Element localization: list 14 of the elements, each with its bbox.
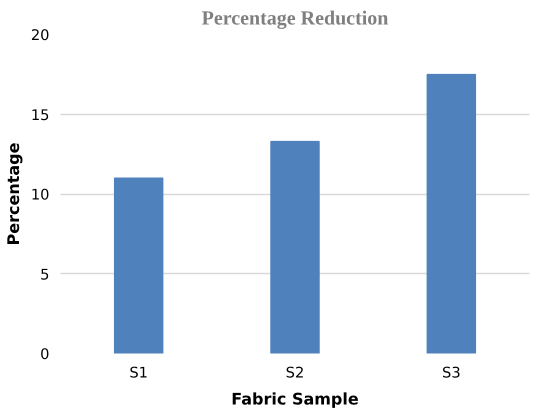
- y-tick-label: 0: [40, 346, 50, 363]
- y-tick-label: 20: [30, 27, 50, 44]
- x-tick-label: S2: [286, 364, 304, 382]
- y-tick-label: 5: [40, 266, 50, 284]
- x-axis-title: Fabric Sample: [231, 390, 359, 408]
- y-tick-label: 10: [30, 186, 50, 204]
- x-tick-label: S1: [129, 364, 148, 382]
- bar: [270, 140, 320, 354]
- y-tick-label: 15: [30, 106, 50, 124]
- chart-title: Percentage Reduction: [202, 8, 388, 30]
- y-axis-title: Percentage: [4, 142, 23, 246]
- bar: [114, 178, 164, 354]
- bar: [426, 74, 476, 354]
- x-tick-label: S3: [442, 364, 461, 382]
